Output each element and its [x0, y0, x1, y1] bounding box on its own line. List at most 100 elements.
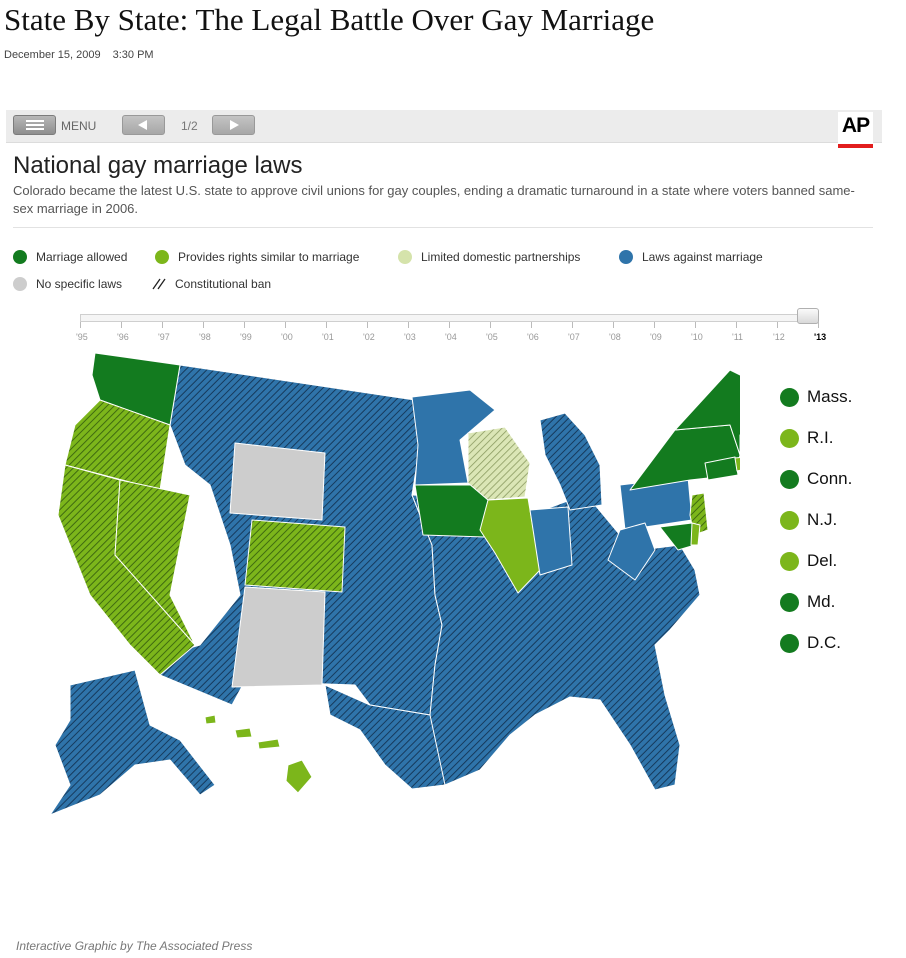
- timeline-tick: [244, 322, 245, 328]
- state-colorado: [244, 519, 346, 593]
- state-west-virginia: [607, 522, 656, 581]
- state-alaska: [49, 669, 216, 816]
- state-indiana: [529, 506, 573, 576]
- state-label: R.I.: [807, 428, 834, 447]
- year-label[interactable]: '08: [609, 332, 621, 342]
- state-hawaii-oahu: [204, 714, 217, 725]
- year-label[interactable]: '05: [486, 332, 498, 342]
- ap-logo: AP: [838, 112, 873, 148]
- state-swatch: [780, 511, 799, 530]
- timeline-tick: [408, 322, 409, 328]
- timeline-tick: [695, 322, 696, 328]
- timeline-tick: [203, 322, 204, 328]
- year-label[interactable]: '03: [404, 332, 416, 342]
- timeline-tick: [777, 322, 778, 328]
- state-swatch: [780, 470, 799, 489]
- timeline-tick: [818, 322, 819, 328]
- year-label[interactable]: '07: [568, 332, 580, 342]
- hatch-icon: [152, 278, 166, 290]
- year-label[interactable]: '10: [691, 332, 703, 342]
- credit: Interactive Graphic by The Associated Pr…: [16, 939, 253, 953]
- state-new-mexico: [231, 586, 326, 688]
- timeline-tick: [80, 322, 81, 328]
- year-label[interactable]: '02: [363, 332, 375, 342]
- state-hawaii-maui: [234, 727, 253, 739]
- section-description: Colorado became the latest U.S. state to…: [13, 183, 855, 216]
- section-title: National gay marriage laws: [13, 152, 303, 179]
- state-label: Mass.: [807, 387, 853, 406]
- timeline-tick: [613, 322, 614, 328]
- year-label[interactable]: '98: [199, 332, 211, 342]
- legend-swatch: [619, 250, 633, 264]
- timeline-tick: [121, 322, 122, 328]
- year-label[interactable]: '04: [445, 332, 457, 342]
- year-label[interactable]: '12: [773, 332, 785, 342]
- dateline: December 15, 2009 3:30 PM: [4, 49, 154, 61]
- year-label[interactable]: '96: [117, 332, 129, 342]
- state-rhode-island: [734, 456, 740, 472]
- state-swatch: [780, 593, 799, 612]
- state-new-england: [674, 369, 740, 456]
- time: 3:30 PM: [112, 49, 154, 61]
- year-label[interactable]: '00: [281, 332, 293, 342]
- menu-label[interactable]: MENU: [61, 119, 97, 133]
- legend-swatch: [398, 250, 412, 264]
- state-label: Md.: [807, 592, 836, 611]
- timeline-tick: [490, 322, 491, 328]
- legend-swatch: [155, 250, 169, 264]
- slider-thumb[interactable]: [797, 308, 819, 324]
- next-button[interactable]: [212, 115, 255, 135]
- state-nevada: [114, 479, 196, 646]
- state-label: Conn.: [807, 469, 853, 488]
- year-slider[interactable]: '95 '96 '97 '98 '99 '00 '01 '02 '03 '04 '05 '06 '07 '…: [76, 308, 826, 342]
- state-label: Del.: [807, 551, 838, 570]
- year-label[interactable]: '13: [814, 332, 827, 342]
- state-texas: [324, 684, 446, 790]
- us-map: [49, 352, 740, 816]
- menu-button[interactable]: [13, 115, 56, 135]
- state-swatch: [780, 634, 799, 653]
- date: December 15, 2009: [4, 49, 101, 61]
- year-label[interactable]: '99: [240, 332, 252, 342]
- state-delaware: [690, 522, 701, 546]
- page-counter: 1/2: [181, 119, 198, 133]
- slider-track[interactable]: [80, 314, 818, 322]
- state-swatch: [780, 552, 799, 571]
- year-label[interactable]: '01: [322, 332, 334, 342]
- timeline-tick: [449, 322, 450, 328]
- timeline-tick: [654, 322, 655, 328]
- state-connecticut: [704, 456, 739, 481]
- state-wisconsin: [467, 426, 531, 501]
- state-minnesota: [411, 389, 496, 486]
- year-label[interactable]: '11: [732, 332, 744, 342]
- timeline-tick: [572, 322, 573, 328]
- state-new-york: [629, 424, 740, 491]
- year-label[interactable]: '09: [650, 332, 662, 342]
- state-hawaii-big: [285, 759, 313, 794]
- page-title: State By State: The Legal Battle Over Ga…: [4, 2, 655, 37]
- timeline-tick: [285, 322, 286, 328]
- previous-button[interactable]: [122, 115, 165, 135]
- state-michigan: [539, 412, 603, 511]
- state-label: D.C.: [807, 633, 841, 652]
- arrow-left-icon: [138, 120, 147, 130]
- timeline-tick: [162, 322, 163, 328]
- arrow-right-icon: [230, 120, 239, 130]
- year-label[interactable]: '95: [76, 332, 88, 342]
- year-label[interactable]: '97: [158, 332, 170, 342]
- state-label: N.J.: [807, 510, 838, 529]
- state-hawaii-molokai: [257, 738, 281, 750]
- year-label[interactable]: '06: [527, 332, 539, 342]
- state-illinois: [479, 497, 541, 594]
- timeline-tick: [736, 322, 737, 328]
- legend-swatch: [13, 277, 27, 291]
- divider: [13, 227, 873, 228]
- state-swatch: [780, 429, 799, 448]
- state-wyoming: [229, 442, 326, 521]
- timeline-tick: [326, 322, 327, 328]
- state-maryland: [659, 522, 696, 551]
- toolbar: MENU 1/2: [6, 110, 882, 143]
- legend-swatch: [13, 250, 27, 264]
- timeline-tick: [531, 322, 532, 328]
- state-swatch: [780, 388, 799, 407]
